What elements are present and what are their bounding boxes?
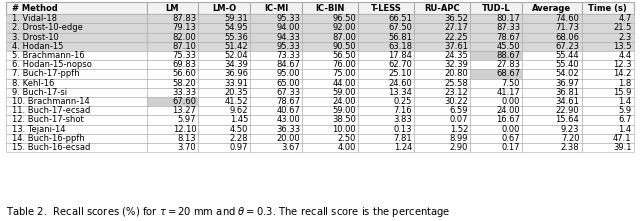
Text: Table 2.  Recall scores (%) for $\tau = 20$ mm and $\theta = 0.3$. The recall sc: Table 2. Recall scores (%) for $\tau = 2… [6,205,451,219]
